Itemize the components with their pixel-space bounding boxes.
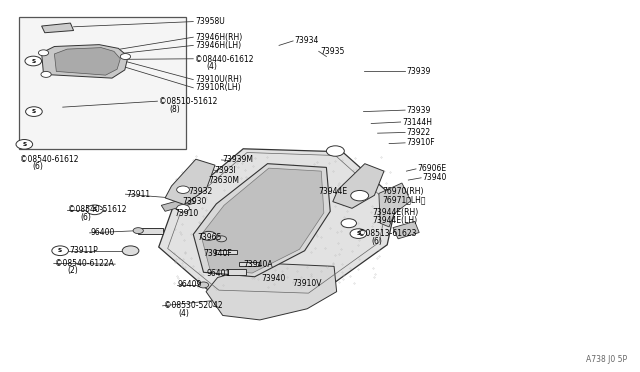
Circle shape bbox=[216, 236, 227, 242]
Text: 73910F: 73910F bbox=[406, 138, 435, 147]
Text: 96409: 96409 bbox=[178, 280, 202, 289]
Text: (6): (6) bbox=[371, 237, 382, 246]
Circle shape bbox=[122, 246, 139, 256]
Text: ©08440-61612: ©08440-61612 bbox=[195, 55, 253, 64]
Text: 73930: 73930 bbox=[182, 197, 207, 206]
Polygon shape bbox=[161, 197, 195, 211]
Bar bbox=[19, 17, 186, 149]
Text: S: S bbox=[22, 142, 26, 147]
Text: ©08530-52042: ©08530-52042 bbox=[164, 301, 223, 310]
Text: 73939: 73939 bbox=[406, 67, 431, 76]
Polygon shape bbox=[193, 164, 330, 277]
Circle shape bbox=[38, 50, 49, 56]
Text: 73932: 73932 bbox=[189, 187, 213, 196]
Text: (4): (4) bbox=[178, 309, 189, 318]
Text: 96401: 96401 bbox=[206, 269, 230, 278]
Text: 73934: 73934 bbox=[294, 36, 319, 45]
Text: (8): (8) bbox=[170, 105, 180, 114]
Text: 96400: 96400 bbox=[91, 228, 115, 237]
Bar bbox=[215, 250, 237, 254]
Text: 73911P: 73911P bbox=[69, 246, 98, 255]
Text: 73940: 73940 bbox=[261, 274, 285, 283]
Text: A738 J0 5P: A738 J0 5P bbox=[586, 355, 627, 364]
Text: 73630M: 73630M bbox=[208, 176, 239, 185]
Text: 73935: 73935 bbox=[320, 47, 344, 56]
Text: 73958U: 73958U bbox=[195, 17, 225, 26]
Circle shape bbox=[341, 219, 356, 228]
Text: 7393l: 7393l bbox=[214, 166, 236, 174]
Text: 73911: 73911 bbox=[127, 190, 151, 199]
Circle shape bbox=[177, 186, 189, 193]
Text: 73144H: 73144H bbox=[402, 118, 432, 126]
Polygon shape bbox=[165, 159, 215, 205]
Text: 73910U(RH): 73910U(RH) bbox=[195, 76, 242, 84]
Text: 73922: 73922 bbox=[406, 128, 431, 137]
Bar bbox=[228, 269, 246, 275]
Circle shape bbox=[16, 140, 33, 149]
Text: S: S bbox=[93, 207, 97, 212]
Text: ©08540-51612: ©08540-51612 bbox=[68, 205, 126, 214]
Circle shape bbox=[198, 282, 209, 288]
Circle shape bbox=[351, 190, 369, 201]
Text: 73944E: 73944E bbox=[319, 187, 348, 196]
Circle shape bbox=[350, 229, 367, 238]
Text: (2): (2) bbox=[68, 266, 79, 275]
Text: 73939: 73939 bbox=[406, 106, 431, 115]
Text: S: S bbox=[31, 58, 35, 64]
Text: ©08540-6122A: ©08540-6122A bbox=[55, 259, 114, 268]
Text: 76906E: 76906E bbox=[417, 164, 447, 173]
Text: 73940A: 73940A bbox=[243, 260, 273, 269]
Text: (6): (6) bbox=[32, 162, 43, 171]
Text: 73965: 73965 bbox=[197, 233, 221, 242]
Bar bbox=[239, 262, 259, 266]
Text: 73910R(LH): 73910R(LH) bbox=[195, 83, 241, 92]
Polygon shape bbox=[393, 221, 419, 239]
Circle shape bbox=[177, 205, 189, 212]
Text: 73940F: 73940F bbox=[204, 249, 232, 258]
Text: S: S bbox=[58, 248, 62, 253]
Text: ©08513-61623: ©08513-61623 bbox=[358, 229, 417, 238]
Bar bbox=[138, 228, 163, 234]
Text: 76971〈LH〉: 76971〈LH〉 bbox=[383, 195, 426, 204]
Text: 73944E(LH): 73944E(LH) bbox=[372, 216, 418, 225]
Circle shape bbox=[326, 146, 344, 156]
Text: 73940: 73940 bbox=[422, 173, 447, 182]
Text: 73946H(LH): 73946H(LH) bbox=[195, 41, 241, 50]
Polygon shape bbox=[54, 48, 120, 75]
Text: 73944E(RH): 73944E(RH) bbox=[372, 208, 419, 217]
Polygon shape bbox=[379, 183, 411, 227]
Polygon shape bbox=[159, 149, 397, 298]
Polygon shape bbox=[42, 23, 74, 33]
Polygon shape bbox=[333, 164, 384, 208]
Text: 73910: 73910 bbox=[174, 209, 198, 218]
Text: S: S bbox=[32, 109, 36, 114]
Text: 73946H(RH): 73946H(RH) bbox=[195, 33, 243, 42]
Circle shape bbox=[86, 205, 103, 215]
Text: (6): (6) bbox=[81, 213, 92, 222]
Polygon shape bbox=[206, 263, 337, 320]
Circle shape bbox=[26, 107, 42, 116]
Text: 73910V: 73910V bbox=[292, 279, 321, 288]
Circle shape bbox=[201, 231, 216, 240]
Text: 73939M: 73939M bbox=[223, 155, 253, 164]
Text: (4): (4) bbox=[206, 62, 217, 71]
Circle shape bbox=[52, 246, 68, 256]
Polygon shape bbox=[201, 168, 324, 273]
Text: S: S bbox=[356, 231, 360, 236]
Polygon shape bbox=[42, 45, 128, 78]
Circle shape bbox=[41, 71, 51, 77]
Circle shape bbox=[133, 228, 143, 234]
Circle shape bbox=[120, 54, 131, 60]
Circle shape bbox=[25, 56, 42, 66]
Text: 76970(RH): 76970(RH) bbox=[383, 187, 424, 196]
Text: ©08510-51612: ©08510-51612 bbox=[159, 97, 217, 106]
Text: ©08540-61612: ©08540-61612 bbox=[20, 155, 79, 164]
